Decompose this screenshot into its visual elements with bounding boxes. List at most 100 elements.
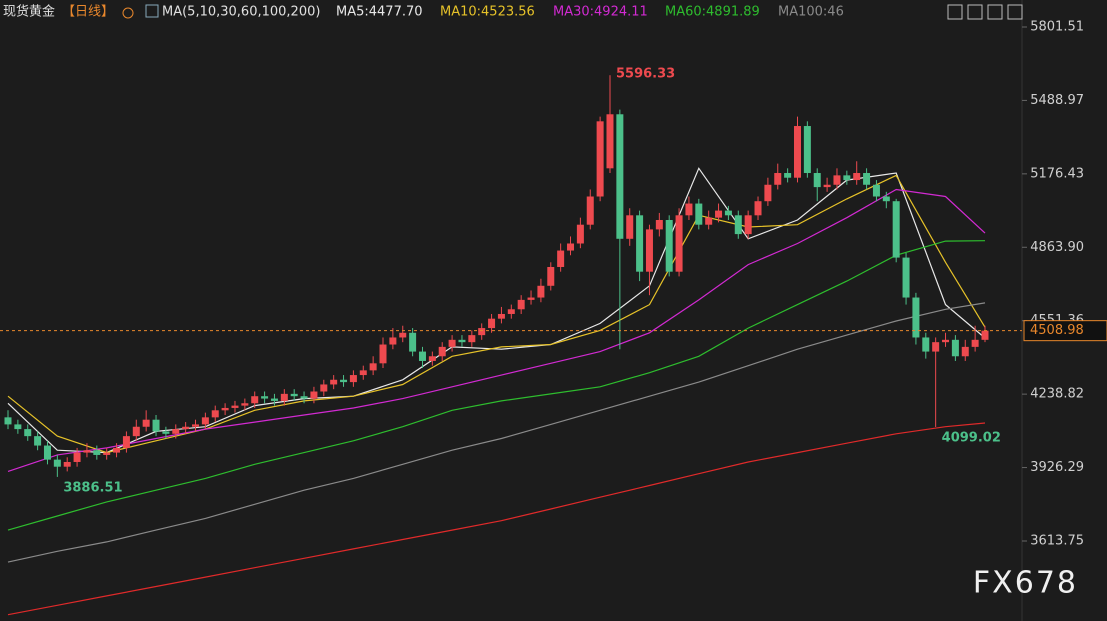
ma-line: [7, 422, 986, 616]
candle-body: [833, 175, 841, 185]
candle-body: [557, 250, 565, 267]
candle-body: [478, 328, 486, 336]
candle-body: [172, 429, 180, 434]
candle-body: [764, 184, 772, 202]
candle-body: [517, 299, 525, 310]
extreme-label: 5596.33: [616, 67, 675, 82]
candle-body: [399, 332, 407, 338]
candle-body: [606, 114, 614, 169]
candle-body: [744, 215, 752, 235]
candle-body: [537, 285, 545, 298]
candle-body: [152, 419, 160, 432]
candle-body: [34, 436, 42, 446]
candle-body: [853, 173, 861, 181]
candle-body: [448, 339, 456, 347]
candle-body: [389, 337, 397, 345]
candle-body: [261, 396, 269, 399]
chart-title: 现货黄金: [3, 4, 55, 20]
candle-body: [241, 403, 249, 406]
candle-body: [685, 203, 693, 216]
candle-body: [142, 419, 150, 427]
candle-body: [24, 429, 32, 437]
legend-entry: MA10:4523.56: [440, 5, 535, 20]
candle-body: [971, 339, 979, 347]
candle-body: [231, 405, 239, 408]
legend-entry: MA30:4924.11: [553, 5, 648, 20]
candle-body: [705, 217, 713, 225]
candle-body: [369, 363, 377, 371]
candle-body: [961, 346, 969, 357]
watermark: FX678: [973, 566, 1078, 601]
candle-body: [754, 201, 762, 216]
candle-body: [922, 337, 930, 352]
y-tick-label: 5488.97: [1030, 93, 1084, 108]
candle-body: [428, 356, 436, 361]
candle-body: [675, 215, 683, 272]
candle-body: [162, 431, 170, 434]
indicator-icon[interactable]: [145, 4, 159, 18]
ma-line: [7, 167, 986, 454]
y-tick-label: 3926.29: [1030, 460, 1084, 475]
y-tick-label: 5801.51: [1030, 19, 1084, 34]
y-tick-label: 4238.82: [1030, 387, 1084, 402]
candle-body: [468, 335, 476, 343]
candle-body: [823, 184, 831, 188]
y-tick-label: 5176.43: [1030, 166, 1084, 181]
legend-entry: MA60:4891.89: [665, 5, 760, 20]
candle-body: [774, 173, 782, 185]
candle-body: [280, 393, 288, 401]
candle-body: [379, 344, 387, 364]
candle-body: [458, 339, 466, 343]
candle-body: [951, 339, 959, 357]
candle-body: [695, 203, 703, 225]
candle-body: [902, 257, 910, 298]
candle-body: [586, 196, 594, 225]
candle-body: [932, 342, 940, 352]
candle-body: [527, 297, 535, 300]
candle-body: [310, 391, 318, 399]
add-icon[interactable]: [122, 7, 134, 19]
candle-body: [409, 332, 417, 352]
candle-body: [320, 384, 328, 392]
candle-body: [418, 351, 426, 361]
candle-body: [724, 210, 732, 216]
candle-body: [438, 346, 446, 357]
candle-body: [715, 210, 723, 218]
candle-body: [912, 297, 920, 338]
ma-line: [7, 302, 986, 563]
candle-body: [93, 450, 101, 455]
candle-body: [211, 410, 219, 418]
candle-body: [843, 175, 851, 181]
candle-body: [103, 452, 111, 455]
candle-body: [113, 447, 121, 453]
candle-body: [636, 215, 644, 272]
candle-body: [122, 436, 130, 448]
candle-body: [803, 126, 811, 174]
candle-body: [576, 224, 584, 244]
candle-body: [793, 126, 801, 178]
tool-icon[interactable]: [967, 4, 983, 20]
candle-body: [872, 184, 880, 197]
tool-icon[interactable]: [987, 4, 1003, 20]
candle-body: [73, 452, 81, 462]
extreme-label: 3886.51: [63, 480, 122, 495]
candle-body: [340, 379, 348, 383]
toolbar: [947, 4, 1023, 20]
last-price-box: [1023, 320, 1107, 342]
tool-icon[interactable]: [1007, 4, 1023, 20]
period: 【日线】: [62, 5, 114, 20]
candle-body: [359, 370, 367, 376]
candle-body: [53, 459, 61, 467]
candle-body: [942, 339, 950, 343]
candle-body: [43, 445, 51, 460]
candle-body: [349, 375, 357, 383]
tool-icon[interactable]: [947, 4, 963, 20]
y-tick-label: 3613.75: [1030, 533, 1084, 548]
candle-body: [665, 220, 673, 272]
ma-line: [7, 240, 986, 531]
candle-body: [488, 318, 496, 329]
candle-body: [192, 424, 200, 427]
candle-body: [63, 461, 71, 467]
candle-body: [734, 215, 742, 235]
